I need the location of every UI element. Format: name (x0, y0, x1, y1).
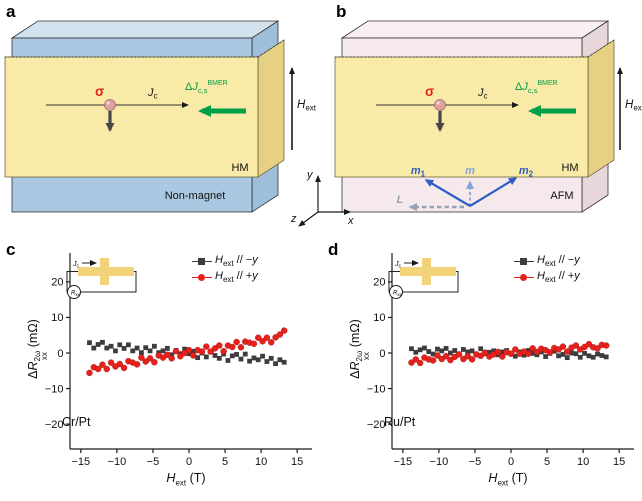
circle-marker-icon (514, 272, 534, 282)
moment-m2-arrow (469, 177, 518, 207)
svg-text:10: 10 (255, 456, 267, 468)
svg-text:−10: −10 (367, 383, 386, 395)
svg-text:5: 5 (544, 456, 550, 468)
svg-text:−5: −5 (469, 456, 482, 468)
legend-item-neg-y: Hext // −y (514, 253, 580, 269)
square-marker-icon (192, 256, 212, 266)
resistance-meter (67, 285, 81, 299)
x-axis-label: x (347, 215, 354, 227)
charge-current-label: Jc (147, 87, 158, 101)
panel-b-label: b (336, 2, 347, 21)
hall-bar-vertical (100, 258, 109, 285)
svg-text:20: 20 (51, 277, 63, 289)
inset-current-label: Jc (394, 261, 402, 270)
hm-label: HM (231, 162, 248, 174)
svg-text:10: 10 (51, 312, 63, 324)
hm-label: HM (561, 162, 578, 174)
hm-layer (4, 39, 285, 178)
z-axis-arrow (298, 211, 319, 227)
svg-text:−10: −10 (430, 456, 449, 468)
panel-d: ΔR 2ω xx (mΩ) −20 −10 0 10 20 −15 −10 −5 0 5 10 15 Rx… (330, 245, 642, 501)
bmer-label: ΔJc,sBMER (185, 80, 228, 95)
svg-text:15: 15 (291, 456, 303, 468)
coordinate-axes: y x z (290, 169, 354, 227)
resistance-meter (389, 285, 403, 299)
svg-text:−10: −10 (45, 383, 64, 395)
panel-a-schematic: HM Non-magnet Jc σ ΔJc,sBMER Hext (4, 20, 317, 213)
svg-text:0: 0 (379, 348, 385, 360)
panel-d-label: d (328, 240, 339, 259)
square-marker-icon (514, 256, 534, 266)
wire-right (402, 271, 459, 293)
charge-current-label: Jc (477, 87, 488, 101)
svg-text:0: 0 (508, 456, 514, 468)
legend: Hext // −y Hext // +y (192, 253, 258, 285)
chart-ru-pt: −20 −10 0 10 20 −15 −10 −5 0 5 10 15 (367, 253, 634, 468)
spin-sphere (434, 99, 446, 132)
spin-sphere (104, 99, 116, 132)
net-moment-m-label: m (465, 165, 475, 177)
svg-text:15: 15 (613, 456, 625, 468)
sample-label: Cr/Pt (62, 415, 91, 429)
legend-item-neg-y: Hext // −y (192, 253, 258, 269)
svg-text:0: 0 (57, 348, 63, 360)
circle-marker-icon (192, 272, 212, 282)
svg-text:−15: −15 (71, 456, 90, 468)
svg-text:−20: −20 (367, 419, 386, 431)
panel-c: ΔR 2ω xx (mΩ) −20 −10 0 10 20 −15 −10 −5 0 5 10 15 Rx… (8, 245, 320, 501)
resistance-meter-label: Rxx (393, 291, 403, 298)
hext-label: Hext (297, 99, 317, 113)
hm-layer (334, 39, 615, 178)
legend-item-pos-y: Hext // +y (514, 269, 580, 285)
svg-text:−10: −10 (108, 456, 127, 468)
afm-moments (408, 177, 518, 211)
y-axis-label: y (306, 169, 314, 181)
substrate-label: Non-magnet (165, 190, 226, 202)
spin-sigma-label: σ (425, 84, 434, 99)
inset-current-label: Jc (72, 261, 80, 270)
svg-text:5: 5 (222, 456, 228, 468)
moment-m2-label: m2 (519, 165, 534, 179)
hall-bar-inset: Rxx Jc (388, 258, 459, 299)
svg-text:−15: −15 (393, 456, 412, 468)
svg-text:20: 20 (373, 277, 385, 289)
panel-c-label: c (6, 240, 16, 259)
svg-text:10: 10 (373, 312, 385, 324)
legend: Hext // −y Hext // +y (514, 253, 580, 285)
chart-cr-pt: −20 −10 0 10 20 −15 −10 −5 0 5 10 15 (45, 253, 312, 468)
sample-label: Ru/Pt (384, 415, 416, 429)
hext-label: Hext (625, 99, 642, 113)
substrate-label: AFM (550, 190, 573, 202)
spin-sigma-label: σ (95, 84, 104, 99)
hall-bar-vertical (422, 258, 431, 285)
svg-text:−5: −5 (147, 456, 160, 468)
x-axis-title: Hext (T) (488, 471, 528, 488)
moment-m1-label: m1 (411, 165, 426, 179)
bmer-label: ΔJc,sBMER (515, 80, 558, 95)
svg-text:10: 10 (577, 456, 589, 468)
panel-b-schematic: HM AFM Jc σ ΔJc,sBMER m1 m m2 L Hext (334, 20, 642, 213)
wire-right (80, 271, 137, 293)
moment-m1-arrow (424, 179, 471, 207)
resistance-meter-label: Rxx (71, 291, 81, 298)
panel-a-label: a (6, 2, 16, 21)
hall-bar-inset: Rxx Jc (66, 258, 137, 299)
svg-text:−20: −20 (45, 419, 64, 431)
legend-item-pos-y: Hext // +y (192, 269, 258, 285)
svg-text:0: 0 (186, 456, 192, 468)
z-axis-label: z (290, 213, 297, 225)
x-axis-title: Hext (T) (166, 471, 206, 488)
neel-vector-L-label: L (397, 194, 404, 206)
